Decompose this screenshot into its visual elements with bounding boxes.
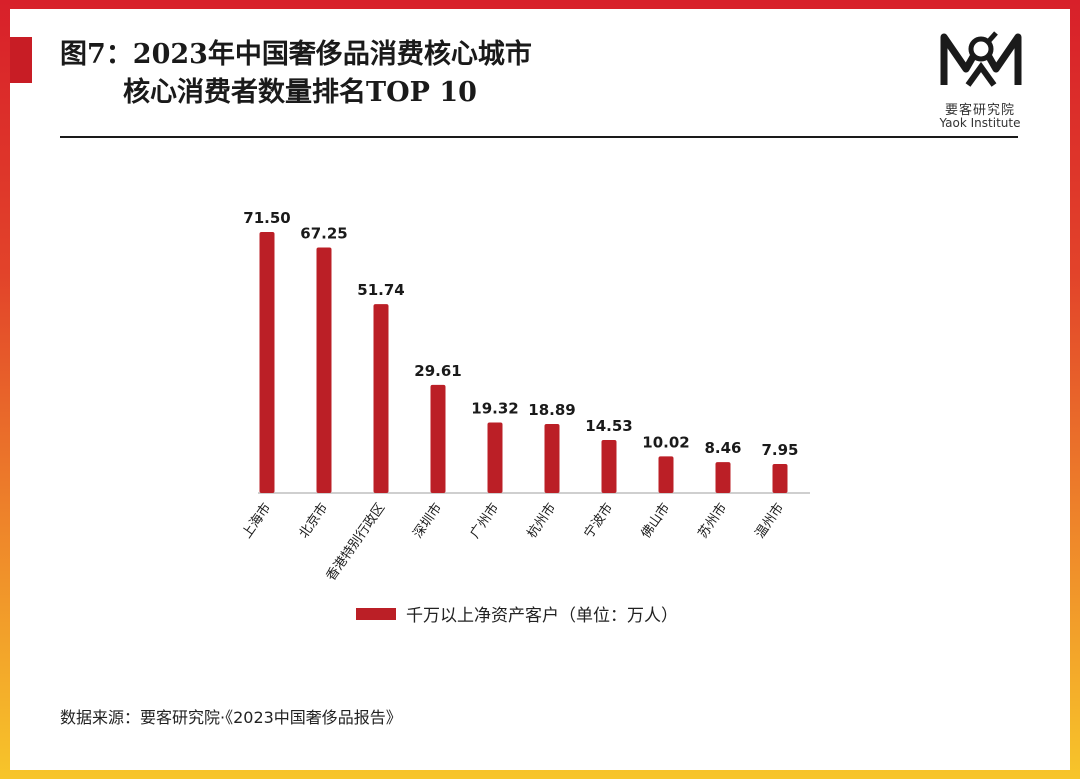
category-label-0: 上海市	[239, 500, 274, 541]
category-label-8: 苏州市	[695, 500, 730, 541]
legend-swatch	[356, 607, 396, 620]
yaok-logo: 要客研究院 Yaok Institute	[930, 21, 1050, 131]
bar-1	[316, 247, 332, 493]
legend: 千万以上净资产客户（单位：万人）	[356, 601, 678, 626]
category-label-1: 北京市	[296, 500, 331, 541]
bar-6	[601, 439, 617, 493]
category-label-2: 香港特别行政区	[324, 501, 388, 584]
data-label-3: 29.61	[414, 362, 461, 380]
data-label-0: 71.50	[243, 209, 290, 227]
data-label-8: 8.46	[704, 439, 741, 457]
data-label-9: 7.95	[761, 441, 798, 459]
category-label-4: 广州市	[467, 500, 502, 541]
title-line-1: 图7：2023年中国奢侈品消费核心城市	[60, 39, 532, 70]
bar-8	[715, 462, 731, 493]
data-label-4: 19.32	[471, 399, 518, 417]
logo-text-en: Yaok Institute	[939, 116, 1021, 130]
legend-label: 千万以上净资产客户（单位：万人）	[406, 606, 678, 626]
title-line-2: 核心消费者数量排名TOP 10	[123, 77, 477, 108]
chart-title: 图7：2023年中国奢侈品消费核心城市 核心消费者数量排名TOP 10	[60, 36, 532, 112]
data-label-2: 51.74	[357, 281, 404, 299]
bar-0	[259, 232, 275, 493]
bar-3	[430, 384, 446, 493]
category-label-6: 宁波市	[581, 500, 616, 541]
title-divider	[60, 136, 1018, 138]
bar-chart: 71.50 上海市 67.25 北京市 51.74 香港特别行政区 29.61 深圳市 19.3…	[239, 209, 810, 584]
title-accent-bar	[10, 37, 32, 83]
data-label-6: 14.53	[585, 417, 632, 435]
bar-7	[658, 456, 674, 493]
bar-4	[487, 422, 503, 493]
data-label-5: 18.89	[528, 401, 575, 419]
category-label-9: 温州市	[752, 500, 787, 541]
logo-text-cn: 要客研究院	[944, 103, 1015, 118]
category-label-7: 佛山市	[638, 500, 673, 541]
bar-5	[544, 424, 560, 493]
category-label-3: 深圳市	[410, 500, 445, 541]
bar-9	[772, 463, 788, 493]
category-label-5: 杭州市	[524, 500, 559, 541]
chart-card: 图7：2023年中国奢侈品消费核心城市 核心消费者数量排名TOP 10 要客研究…	[10, 9, 1070, 770]
data-label-1: 67.25	[300, 225, 347, 243]
source-note: 数据来源：要客研究院·《2023中国奢侈品报告》	[60, 708, 402, 727]
bar-2	[373, 304, 389, 493]
yaok-logo-icon	[940, 31, 1022, 87]
data-label-7: 10.02	[642, 433, 689, 451]
